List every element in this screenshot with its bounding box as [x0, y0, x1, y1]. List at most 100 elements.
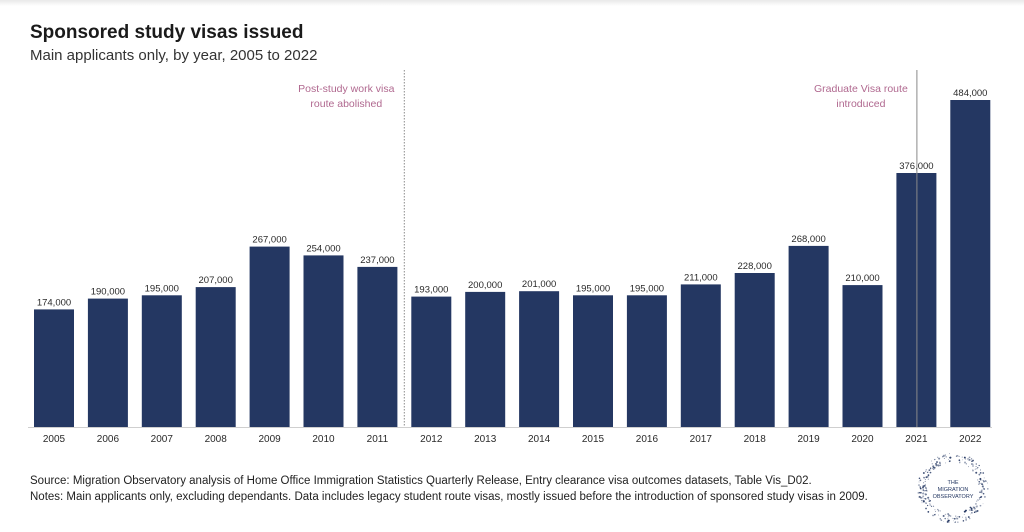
logo-dot	[934, 509, 936, 511]
bar-2019	[788, 245, 829, 427]
logo-dot	[965, 518, 967, 520]
logo-dot	[929, 504, 931, 506]
logo-dot	[937, 464, 939, 466]
logo-dot	[980, 491, 983, 494]
logo-dot	[972, 459, 974, 462]
x-tick-label: 2014	[528, 434, 551, 445]
notes-text: Notes: Main applicants only, excluding d…	[30, 491, 868, 503]
logo-dot	[978, 481, 980, 483]
logo-dot	[947, 516, 949, 518]
x-tick-label: 2020	[851, 434, 874, 445]
logo-dot	[939, 510, 941, 512]
logo-dot	[958, 455, 960, 457]
bar-value-label: 201,000	[522, 279, 556, 290]
x-tick-label: 2007	[151, 434, 174, 445]
logo-dot	[976, 509, 979, 512]
logo-dot	[963, 456, 966, 459]
logo-dot	[929, 468, 931, 470]
logo-dot	[939, 464, 941, 467]
logo-dot	[922, 489, 925, 491]
logo-dot	[920, 491, 923, 494]
logo-dot	[972, 465, 974, 467]
logo-dot	[925, 502, 927, 504]
logo-dot	[927, 478, 929, 480]
bar-2007	[141, 295, 182, 427]
logo-dot	[947, 521, 949, 523]
logo-dot	[927, 510, 930, 513]
logo-dot	[982, 503, 984, 505]
x-tick-label: 2015	[582, 434, 605, 445]
logo-dot	[921, 499, 923, 502]
logo-dot	[934, 513, 936, 516]
logo-dot	[970, 507, 973, 510]
logo-dot	[918, 495, 921, 498]
logo-dot	[981, 491, 983, 493]
logo-dot	[961, 456, 963, 458]
logo-dot	[982, 472, 985, 474]
logo-dot	[948, 460, 951, 463]
bar-2022	[950, 100, 991, 427]
logo-dot	[929, 471, 932, 474]
logo-dot	[942, 456, 944, 458]
annotation-text: Post-study work visa	[298, 83, 394, 95]
bar-value-label: 268,000	[791, 234, 825, 245]
bar-value-label: 207,000	[199, 275, 233, 286]
bar-2018	[734, 273, 775, 427]
logo-dot	[971, 509, 974, 512]
logo-dot	[948, 514, 951, 517]
logo-dot	[921, 492, 924, 495]
logo-dot	[923, 484, 926, 487]
logo-dot	[944, 517, 946, 520]
logo-dot	[979, 483, 981, 485]
logo-text-line: OBSERVATORY	[933, 494, 974, 500]
annotation-text: route abolished	[310, 98, 382, 110]
logo-dot	[953, 518, 956, 520]
logo-dot	[949, 522, 950, 523]
logo-dot	[969, 506, 972, 509]
logo-dot	[935, 464, 938, 467]
logo-dot	[972, 469, 974, 470]
logo-dot	[981, 485, 984, 488]
logo-dot	[958, 459, 961, 462]
x-tick-label: 2019	[797, 434, 820, 445]
logo-dot	[964, 458, 967, 460]
logo-dot	[982, 484, 984, 485]
chart-title: Sponsored study visas issued	[30, 22, 304, 43]
logo-dot	[924, 490, 926, 492]
bar-value-label: 174,000	[37, 297, 71, 308]
logo-dot	[938, 461, 941, 464]
logo-dot	[925, 494, 927, 496]
logo-dot	[923, 482, 925, 484]
logo-dot	[947, 518, 949, 520]
x-tick-label: 2012	[420, 434, 443, 445]
logo-dot	[919, 479, 921, 481]
logo-dot	[965, 509, 967, 512]
logo-dot	[943, 458, 945, 459]
logo-dot	[919, 491, 921, 494]
logo-dot	[972, 469, 974, 472]
logo-dot	[918, 481, 920, 483]
logo-dot	[938, 457, 941, 460]
logo-dot	[967, 460, 969, 461]
logo-dot	[965, 463, 967, 465]
logo-dot	[983, 481, 985, 483]
bar-2016	[626, 295, 667, 427]
logo-dot	[971, 512, 973, 514]
x-tick-label: 2017	[690, 434, 713, 445]
logo-dot	[979, 504, 982, 507]
logo-dot	[965, 519, 967, 521]
logo-dot	[917, 484, 921, 487]
logo-dot	[952, 517, 954, 519]
bar-value-label: 237,000	[360, 255, 394, 266]
logo-dot	[968, 456, 971, 459]
logo-dot	[927, 496, 930, 499]
logo-dot	[924, 479, 926, 481]
x-tick-label: 2010	[312, 434, 335, 445]
logo-dot	[957, 516, 959, 518]
logo-dot	[975, 471, 978, 474]
bar-2010	[303, 255, 344, 427]
logo-dot	[930, 505, 933, 507]
logo-dot	[934, 458, 936, 460]
logo-dot	[925, 468, 928, 471]
